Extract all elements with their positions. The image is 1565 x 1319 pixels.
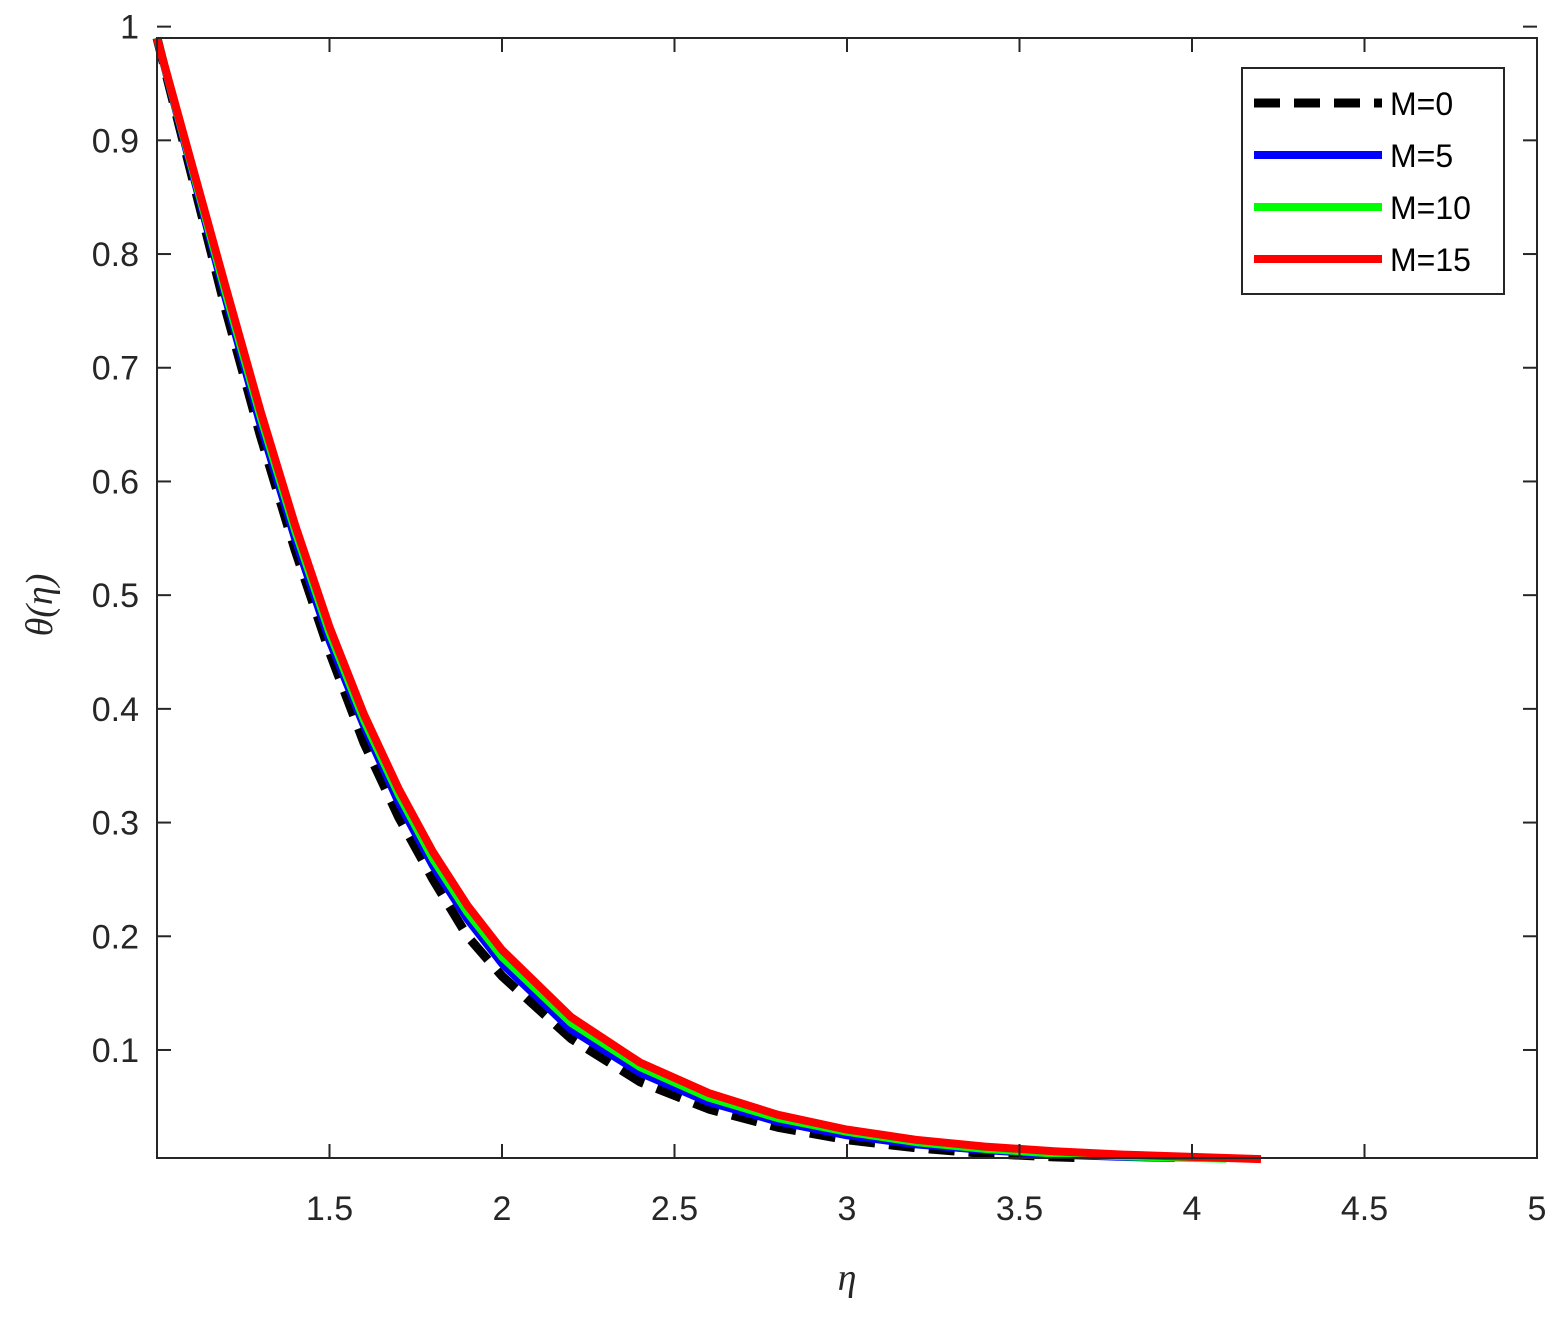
series-line-3 [153,36,1262,1164]
axes-layer: 1.5 2 2.5 3 3.5 4 4.5 5 0.1 0.2 0.3 0.4 0.5 0.6 0.7 0.8… [92,9,1547,1228]
series-layer [152,36,1262,1164]
legend-label: M=5 [1390,138,1453,174]
x-tick-label: 5 [1528,1190,1547,1228]
y-axis-label: θ(η) [19,574,61,637]
y-tick-label: 0.5 [92,577,139,615]
y-tick-label: 0.1 [92,1032,139,1070]
x-axis-label: η [838,1257,857,1299]
x-tick-label: 1.5 [306,1190,353,1228]
y-tick-label: 0.9 [92,122,139,160]
legend-label: M=10 [1390,190,1471,226]
y-tick-label: 0.7 [92,350,139,388]
legend-label: M=15 [1390,242,1471,278]
x-tick-label: 4 [1183,1190,1202,1228]
y-tick-label: 0.2 [92,918,139,956]
series-line-0 [152,36,1089,1163]
y-tick-label: 0.8 [92,236,139,274]
y-tick-label: 0.4 [92,691,139,729]
x-tick-label: 3 [838,1190,857,1228]
legend: M=0 M=5 M=10 M=15 [1241,67,1505,295]
x-tick-label: 3.5 [996,1190,1043,1228]
x-tick-label: 2 [493,1190,512,1228]
y-tick-label: 1 [120,9,139,47]
y-tick-label: 0.3 [92,805,139,843]
y-tick-label: 0.6 [92,463,139,501]
x-tick-label: 2.5 [651,1190,698,1228]
legend-label: M=0 [1390,86,1453,122]
x-tick-label: 4.5 [1341,1190,1388,1228]
